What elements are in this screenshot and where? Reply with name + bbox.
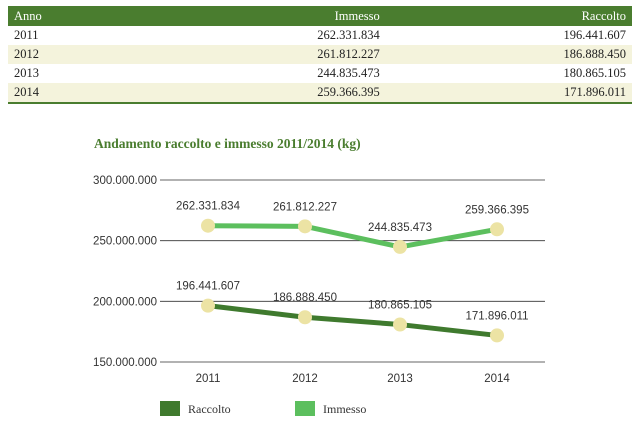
legend-label-immesso: Immesso [323,402,366,416]
cell-anno: 2012 [8,45,140,64]
table-row: 2014 259.366.395 171.896.011 [8,83,632,104]
cell-anno: 2011 [8,26,140,45]
cell-raccolto: 180.865.105 [385,64,632,83]
x-tick-label: 2012 [292,373,318,385]
x-tick-label: 2014 [484,373,510,385]
data-point-raccolto [201,298,215,313]
series-line-immesso [207,223,498,250]
cell-immesso: 261.812.227 [139,45,386,64]
data-table: Anno Immesso Raccolto 2011 262.331.834 1… [8,6,632,104]
table-row: 2013 244.835.473 180.865.105 [8,64,632,83]
table-row: 2012 261.812.227 186.888.450 [8,45,632,64]
chart-series: 262.331.834 261.812.227 244.835.473 259.366… [176,201,529,343]
cell-immesso: 244.835.473 [139,64,386,83]
data-point-immesso [490,222,504,237]
x-tick-label: 2013 [387,373,413,385]
chart-legend: Raccolto Immesso [160,401,366,416]
data-point-immesso [298,219,312,234]
chart-title: Andamento raccolto e immesso 2011/2014 (… [94,136,361,151]
data-point-raccolto [393,317,407,332]
table-row: 2011 262.331.834 196.441.607 [8,26,632,45]
data-label-raccolto: 196.441.607 [176,281,240,293]
data-label-immesso: 259.366.395 [465,204,529,216]
legend-label-raccolto: Raccolto [188,402,231,416]
y-tick-label: 200.000.000 [93,296,157,308]
cell-anno: 2014 [8,83,140,104]
header-immesso: Immesso [139,6,386,26]
legend-swatch-raccolto [160,401,180,416]
legend-swatch-immesso [295,401,315,416]
y-tick-label: 250.000.000 [93,236,157,248]
data-label-raccolto: 180.865.105 [368,300,432,312]
data-point-raccolto [298,310,312,325]
data-label-immesso: 262.331.834 [176,201,241,213]
x-tick-label: 2011 [196,373,221,385]
cell-anno: 2013 [8,64,140,83]
cell-raccolto: 196.441.607 [385,26,632,45]
cell-immesso: 262.331.834 [139,26,386,45]
series-line-raccolto [207,303,498,338]
data-label-immesso: 261.812.227 [273,201,337,213]
data-point-immesso [393,239,407,254]
y-tick-label: 150.000.000 [93,357,157,369]
cell-raccolto: 186.888.450 [385,45,632,64]
cell-immesso: 259.366.395 [139,83,386,104]
chart-grid: 300.000.000 250.000.000 200.000.000 150.000… [93,175,545,385]
data-label-immesso: 244.835.473 [368,222,432,234]
data-label-raccolto: 186.888.450 [273,292,337,304]
data-point-raccolto [490,328,504,343]
header-anno: Anno [8,6,140,26]
data-label-raccolto: 171.896.011 [465,310,528,322]
y-tick-label: 300.000.000 [93,175,157,187]
data-point-immesso [201,218,215,233]
cell-raccolto: 171.896.011 [385,83,632,104]
header-raccolto: Raccolto [385,6,632,26]
table-header-row: Anno Immesso Raccolto [8,6,632,26]
